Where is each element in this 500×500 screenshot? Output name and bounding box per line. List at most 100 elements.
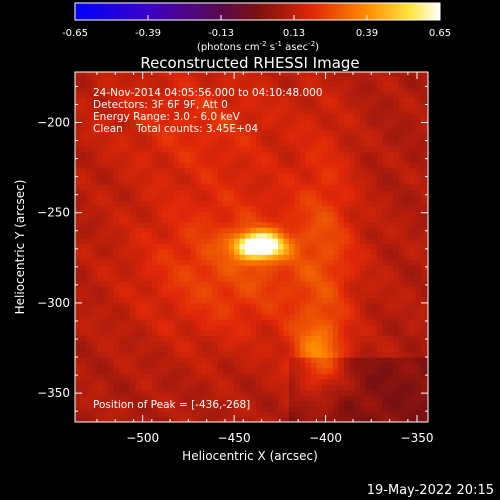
heatmap-cell xyxy=(234,340,241,347)
heatmap-cell xyxy=(234,416,241,422)
heatmap-cell xyxy=(102,324,109,331)
heatmap-cell xyxy=(80,405,87,412)
heatmap-cell xyxy=(91,384,98,391)
heatmap-cell xyxy=(404,189,411,196)
heatmap-cell xyxy=(168,319,175,326)
heatmap-cell xyxy=(102,108,109,115)
heatmap-cell xyxy=(327,389,334,396)
heatmap-cell xyxy=(327,286,334,293)
heatmap-cell xyxy=(190,178,197,185)
heatmap-cell xyxy=(75,254,82,261)
heatmap-cell xyxy=(206,124,213,131)
heatmap-cell xyxy=(404,167,411,174)
heatmap-cell xyxy=(234,118,241,125)
heatmap-cell xyxy=(245,281,252,288)
heatmap-cell xyxy=(228,302,235,309)
heatmap-cell xyxy=(354,178,361,185)
heatmap-cell xyxy=(151,378,158,385)
heatmap-cell xyxy=(409,405,416,412)
heatmap-cell xyxy=(420,329,427,336)
heatmap-cell xyxy=(212,237,219,244)
heatmap-cell xyxy=(179,108,186,115)
heatmap-cell xyxy=(168,254,175,261)
heatmap-cell xyxy=(338,200,345,207)
heatmap-cell xyxy=(124,319,131,326)
heatmap-cell xyxy=(382,173,389,180)
heatmap-cell xyxy=(107,86,115,93)
heatmap-cell xyxy=(201,91,208,98)
heatmap-cell xyxy=(151,91,158,98)
heatmap-cell xyxy=(404,145,411,152)
heatmap-cell xyxy=(80,237,87,244)
heatmap-cell xyxy=(113,86,120,93)
heatmap-cell xyxy=(387,335,394,342)
heatmap-cell xyxy=(376,210,383,217)
heatmap-cell xyxy=(195,72,202,77)
heatmap-cell xyxy=(278,232,285,239)
heatmap-cell xyxy=(96,124,104,131)
heatmap-cell xyxy=(393,167,400,174)
heatmap-cell xyxy=(217,183,224,190)
heatmap-cell xyxy=(299,194,307,201)
heatmap-cell xyxy=(212,91,219,98)
heatmap-cell xyxy=(261,162,268,169)
heatmap-cell xyxy=(305,389,312,396)
heatmap-cell xyxy=(217,297,224,304)
heatmap-cell xyxy=(426,297,428,304)
heatmap-cell xyxy=(140,140,147,147)
heatmap-cell xyxy=(398,135,405,142)
heatmap-cell xyxy=(305,81,312,88)
heatmap-cell xyxy=(217,173,224,180)
heatmap-cell xyxy=(267,405,274,412)
heatmap-cell xyxy=(327,416,334,422)
heatmap-cell xyxy=(376,346,383,353)
heatmap-cell xyxy=(190,97,197,104)
heatmap-cell xyxy=(349,178,356,185)
heatmap-cell xyxy=(245,216,252,223)
heatmap-cell xyxy=(190,145,197,152)
heatmap-cell xyxy=(398,411,405,418)
heatmap-cell xyxy=(398,194,405,201)
heatmap-cell xyxy=(299,346,307,353)
heatmap-cell xyxy=(124,113,131,120)
heatmap-cell xyxy=(168,351,175,358)
heatmap-cell xyxy=(102,221,109,228)
heatmap-cell xyxy=(124,200,131,207)
heatmap-cell xyxy=(173,232,180,239)
heatmap-cell xyxy=(338,346,345,353)
heatmap-cell xyxy=(135,173,142,180)
heatmap-cell xyxy=(267,183,274,190)
heatmap-cell xyxy=(113,329,120,336)
heatmap-cell xyxy=(195,297,202,304)
heatmap-cell xyxy=(393,72,400,77)
heatmap-cell xyxy=(294,275,301,282)
heatmap-cell xyxy=(80,362,87,369)
heatmap-cell xyxy=(371,308,378,315)
heatmap-cell xyxy=(294,210,301,217)
heatmap-cell xyxy=(168,297,175,304)
heatmap-cell xyxy=(256,173,263,180)
heatmap-cell xyxy=(371,151,378,158)
heatmap-cell xyxy=(239,367,246,374)
heatmap-cell xyxy=(371,259,378,266)
heatmap-cell xyxy=(223,281,230,288)
heatmap-cell xyxy=(354,389,361,396)
heatmap-cell xyxy=(343,156,350,163)
heatmap-cell xyxy=(305,367,312,374)
heatmap-cell xyxy=(190,91,197,98)
heatmap-cell xyxy=(195,308,202,315)
heatmap-cell xyxy=(162,335,169,342)
heatmap-cell xyxy=(195,340,202,347)
heatmap-cell xyxy=(168,384,175,391)
heatmap-cell xyxy=(338,362,345,369)
heatmap-cell xyxy=(261,367,268,374)
heatmap-cell xyxy=(91,86,98,93)
heatmap-cell xyxy=(261,151,268,158)
heatmap-cell xyxy=(201,216,208,223)
heatmap-cell xyxy=(299,124,307,131)
heatmap-cell xyxy=(96,378,104,385)
heatmap-cell xyxy=(415,265,422,272)
heatmap-cell xyxy=(349,173,356,180)
heatmap-cell xyxy=(387,129,394,136)
heatmap-cell xyxy=(376,183,383,190)
